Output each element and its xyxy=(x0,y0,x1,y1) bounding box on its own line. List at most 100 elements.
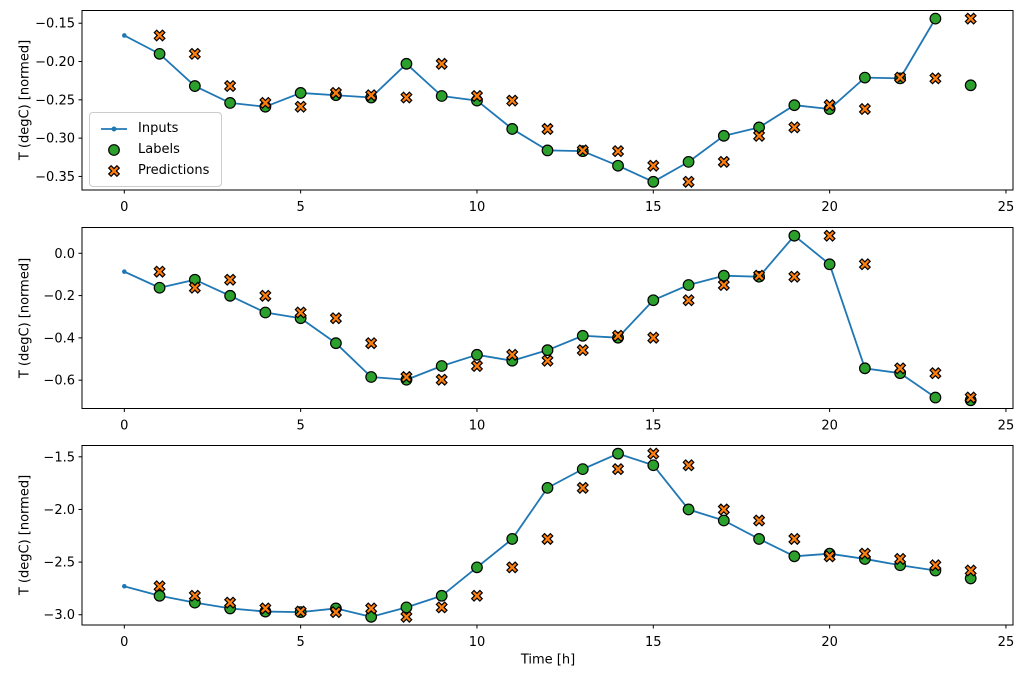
subplot-2: 0 5 10 15 20 25 0.0 −0.2 −0.4 −0.6 xyxy=(43,227,1014,434)
label-marker xyxy=(400,601,413,614)
label-marker xyxy=(471,561,483,574)
tick-marks xyxy=(78,456,1007,629)
x-tick-label: 0 xyxy=(120,635,128,650)
prediction-marker xyxy=(752,514,766,527)
prediction-marker xyxy=(858,547,872,560)
predictions-x-icon xyxy=(107,164,121,177)
x-tick-label: 20 xyxy=(821,200,838,215)
prediction-marker xyxy=(400,91,413,104)
x-tick-label: 5 xyxy=(297,419,305,434)
prediction-marker xyxy=(647,159,660,172)
y-tick-label: −1.5 xyxy=(43,450,75,465)
label-marker xyxy=(224,96,237,109)
label-marker xyxy=(365,371,378,383)
legend-label-predictions: Predictions xyxy=(138,163,210,178)
prediction-marker xyxy=(153,265,166,278)
x-tick-label: 20 xyxy=(821,419,838,434)
label-marker xyxy=(153,47,166,60)
label-marker xyxy=(929,391,942,404)
prediction-marker xyxy=(788,121,801,134)
prediction-marker xyxy=(964,12,977,25)
label-marker xyxy=(717,514,730,527)
prediction-marker xyxy=(329,86,343,100)
subplot-3: 0 5 10 15 20 25 −1.5 −2.0 −2.5 −3.0 xyxy=(43,445,1014,650)
label-marker xyxy=(612,159,624,172)
label-marker xyxy=(858,71,871,84)
label-marker xyxy=(964,79,977,92)
prediction-marker xyxy=(929,72,942,85)
legend: Inputs Labels Predictions xyxy=(89,112,223,187)
prediction-marker xyxy=(894,362,907,375)
prediction-marker xyxy=(435,373,448,386)
label-marker xyxy=(682,503,695,516)
prediction-marker xyxy=(294,100,307,113)
prediction-marker xyxy=(329,312,343,325)
label-marker xyxy=(929,12,942,25)
prediction-marker xyxy=(259,96,272,110)
label-marker xyxy=(435,360,448,372)
label-marker xyxy=(259,306,272,319)
x-tick-label: 15 xyxy=(645,419,662,434)
prediction-marker xyxy=(823,99,836,112)
prediction-marker xyxy=(611,462,625,476)
prediction-marker xyxy=(717,278,730,292)
y-tick-label: −2.5 xyxy=(43,556,75,571)
tick-marks xyxy=(78,252,1007,412)
label-marker xyxy=(506,123,519,135)
inputs-dots xyxy=(122,233,938,400)
prediction-marker xyxy=(752,269,766,282)
prediction-marker xyxy=(541,354,554,367)
legend-item-predictions: Predictions xyxy=(99,162,209,179)
axes-spines xyxy=(81,227,1014,409)
label-marker xyxy=(330,337,342,350)
inputs-line xyxy=(124,452,936,618)
inputs-dots xyxy=(122,16,938,185)
legend-item-inputs: Inputs xyxy=(99,120,209,137)
prediction-marker xyxy=(259,289,272,302)
prediction-marker xyxy=(682,175,695,188)
prediction-marker xyxy=(506,348,519,361)
prediction-marker xyxy=(294,605,307,618)
y-axis-label-subplot-3: T (degC) [normed] xyxy=(17,474,33,596)
x-tick-label: 5 xyxy=(297,635,305,650)
label-marker xyxy=(788,99,801,112)
prediction-marker xyxy=(682,294,695,307)
prediction-marker xyxy=(788,532,801,546)
x-tick-label: 25 xyxy=(998,200,1015,215)
input-dot xyxy=(122,33,127,38)
predictions-markers xyxy=(153,447,977,623)
x-axis-label: Time [h] xyxy=(520,652,576,668)
label-marker xyxy=(717,269,730,282)
prediction-marker xyxy=(682,459,695,472)
label-marker xyxy=(753,533,765,545)
label-marker xyxy=(153,589,166,602)
input-dot xyxy=(122,584,127,589)
y-axis-label-subplot-1: T (degC) [normed] xyxy=(17,39,33,161)
predictions-markers xyxy=(153,12,977,188)
prediction-marker xyxy=(506,561,519,574)
label-marker xyxy=(400,57,413,70)
prediction-marker xyxy=(223,596,237,609)
prediction-marker xyxy=(470,589,484,602)
label-marker xyxy=(576,329,589,342)
label-marker xyxy=(541,144,554,157)
axes-spines xyxy=(81,10,1014,191)
x-tick-label: 0 xyxy=(120,419,128,434)
tick-marks xyxy=(78,22,1007,194)
label-marker xyxy=(224,289,237,302)
legend-label-inputs: Inputs xyxy=(138,121,179,136)
prediction-marker xyxy=(752,129,766,142)
inputs-dots xyxy=(122,451,938,620)
label-marker xyxy=(506,533,519,545)
y-axis-label-subplot-2: T (degC) [normed] xyxy=(17,257,33,379)
label-marker xyxy=(647,459,660,472)
y-tick-label: −0.15 xyxy=(35,17,75,32)
label-marker xyxy=(858,362,871,375)
label-marker xyxy=(612,447,624,460)
labels-markers xyxy=(153,447,977,623)
prediction-marker xyxy=(400,610,413,623)
x-tick-label: 15 xyxy=(645,200,662,215)
label-marker xyxy=(153,281,166,294)
y-tick-label: −0.4 xyxy=(43,331,75,346)
